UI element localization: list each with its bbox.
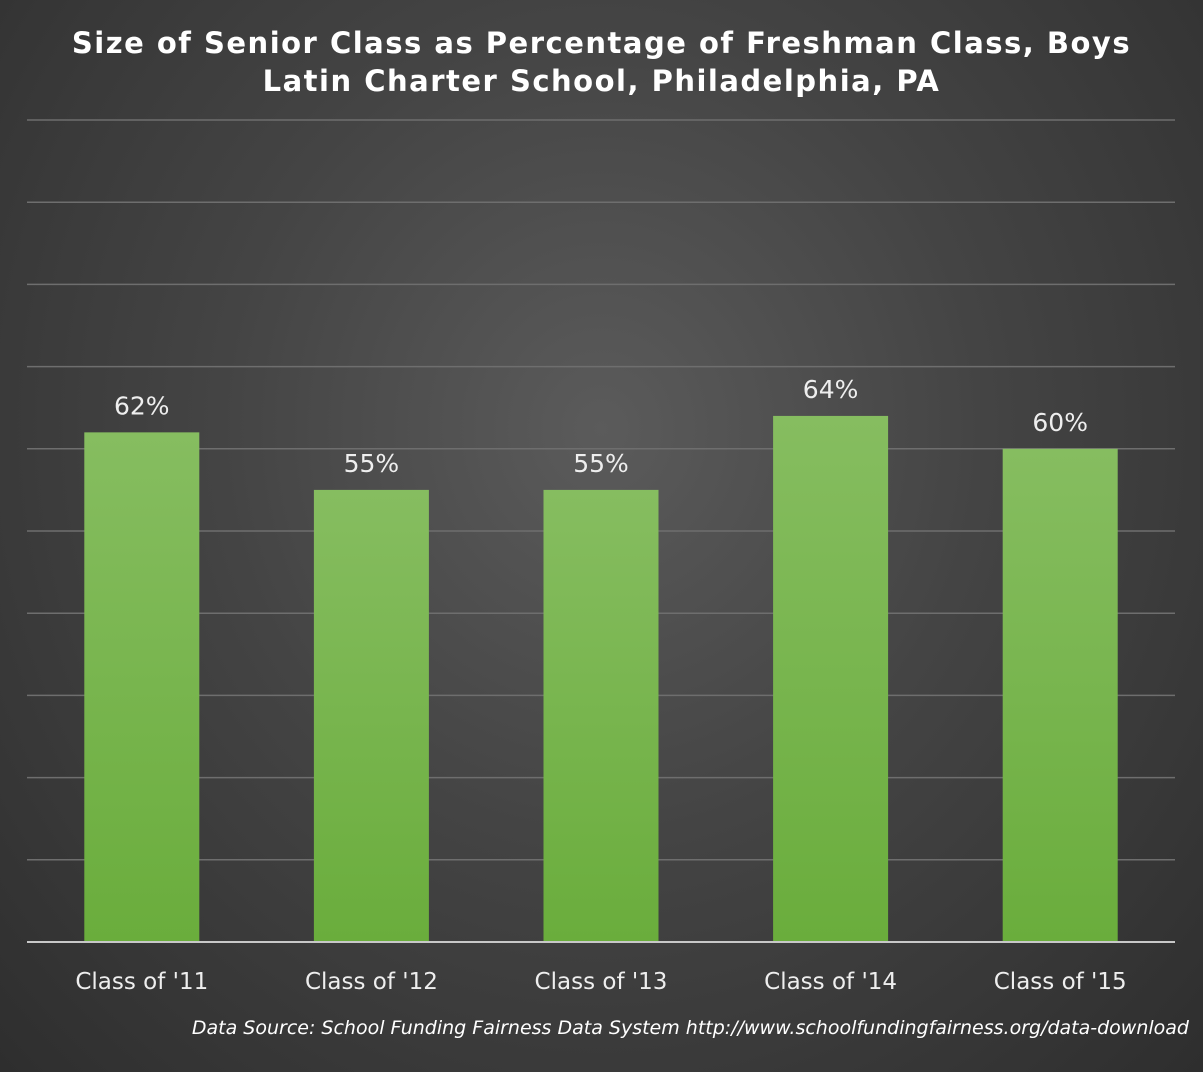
bar bbox=[543, 489, 659, 942]
category-tick-label: Class of '15 bbox=[994, 969, 1127, 995]
data-source-note: Data Source: School Funding Fairness Dat… bbox=[191, 1017, 1189, 1039]
chart-title-block: Size of Senior Class as Percentage of Fr… bbox=[0, 24, 1203, 100]
chart-title: Size of Senior Class as Percentage of Fr… bbox=[71, 26, 1132, 60]
category-tick-label: Class of '14 bbox=[764, 969, 897, 995]
chart-subtitle: Latin Charter School, Philadelphia, PA bbox=[262, 64, 941, 98]
category-tick-labels: Class of '11 Class of '12 Class of '13 Clas… bbox=[75, 969, 1126, 995]
bar bbox=[1002, 448, 1118, 942]
bars bbox=[84, 415, 1118, 942]
data-label: 64% bbox=[803, 375, 859, 404]
category-tick-label: Class of '13 bbox=[535, 969, 668, 995]
data-labels: 62% 55% 55% 64% 60% bbox=[114, 375, 1088, 478]
bar bbox=[84, 432, 200, 942]
category-tick-label: Class of '12 bbox=[305, 969, 438, 995]
bar bbox=[773, 415, 889, 942]
data-label: 55% bbox=[573, 449, 629, 478]
category-tick-label: Class of '11 bbox=[75, 969, 208, 995]
data-label: 55% bbox=[344, 449, 400, 478]
bar bbox=[313, 489, 429, 942]
data-label: 62% bbox=[114, 391, 170, 420]
data-label: 60% bbox=[1032, 408, 1088, 437]
